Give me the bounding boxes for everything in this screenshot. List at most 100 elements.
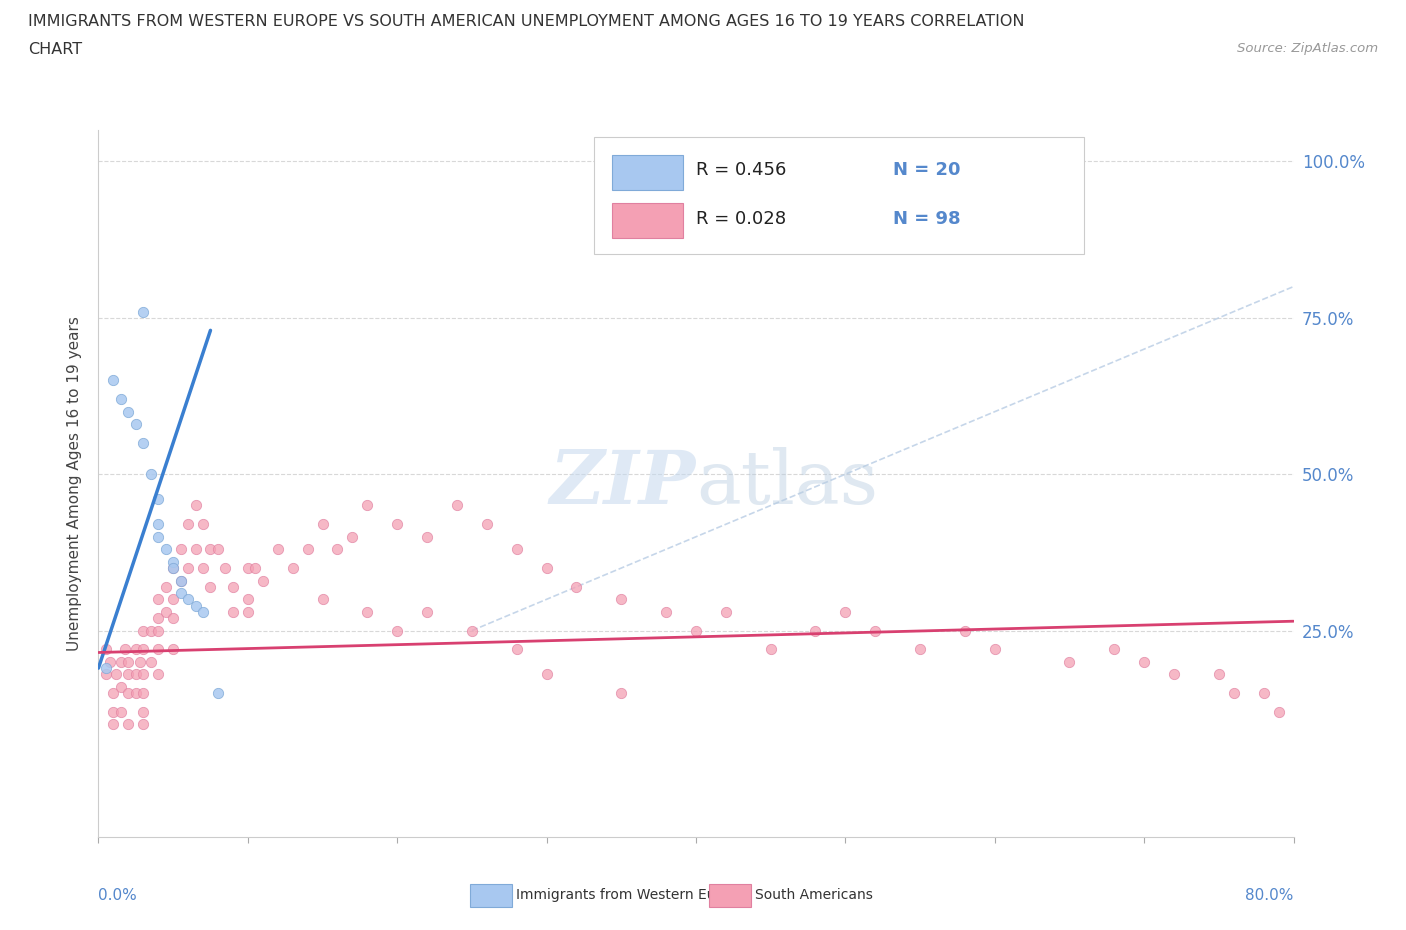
Point (385, 623, 409, 638)
Text: N = 20: N = 20 (893, 162, 960, 179)
Point (267, 542, 290, 557)
Point (132, 667, 155, 682)
Point (685, 623, 707, 638)
Point (281, 561, 304, 576)
Point (169, 586, 191, 601)
Point (162, 561, 184, 576)
Point (94, 667, 117, 682)
Point (100, 655, 122, 670)
Point (129, 655, 152, 670)
Point (506, 542, 529, 557)
Point (110, 392, 132, 406)
Point (1267, 704, 1289, 719)
Point (177, 561, 200, 576)
Point (148, 517, 170, 532)
Point (207, 685, 229, 700)
Point (117, 685, 139, 700)
Point (94, 642, 117, 657)
Text: atlas: atlas (696, 447, 879, 520)
Text: IMMIGRANTS FROM WESTERN EUROPE VS SOUTH AMERICAN UNEMPLOYMENT AMONG AGES 16 TO 1: IMMIGRANTS FROM WESTERN EUROPE VS SOUTH … (28, 14, 1025, 29)
Point (132, 435, 155, 450)
Point (103, 373, 125, 388)
Point (155, 604, 177, 619)
Point (148, 623, 170, 638)
Point (200, 542, 222, 557)
Point (177, 591, 200, 606)
Point (1253, 685, 1275, 700)
Point (222, 604, 245, 619)
Text: CHART: CHART (28, 42, 82, 57)
Point (132, 642, 155, 657)
Point (132, 623, 155, 638)
Point (148, 667, 170, 682)
Text: R = 0.028: R = 0.028 (696, 209, 786, 228)
Point (132, 685, 155, 700)
Point (759, 642, 782, 657)
Point (117, 405, 139, 419)
Point (191, 604, 214, 619)
Point (245, 561, 267, 576)
Point (103, 685, 125, 700)
Point (1208, 667, 1230, 682)
Point (125, 417, 148, 432)
Point (342, 529, 364, 544)
Point (191, 517, 214, 532)
Text: 80.0%: 80.0% (1246, 888, 1294, 903)
Point (139, 655, 162, 670)
Point (155, 579, 177, 594)
Point (984, 642, 1007, 657)
FancyBboxPatch shape (595, 138, 1084, 254)
Point (714, 604, 737, 619)
Point (117, 667, 139, 682)
Point (110, 680, 132, 695)
FancyBboxPatch shape (613, 155, 683, 190)
Point (110, 704, 132, 719)
Point (184, 498, 207, 513)
Point (207, 542, 229, 557)
Point (103, 717, 125, 732)
Point (162, 561, 184, 576)
Point (148, 591, 170, 606)
Point (132, 304, 155, 319)
Point (125, 667, 148, 682)
Point (1223, 685, 1246, 700)
Point (1163, 667, 1185, 682)
Point (132, 717, 155, 732)
Point (148, 529, 170, 544)
Text: R = 0.456: R = 0.456 (696, 162, 786, 179)
Point (565, 579, 588, 594)
Point (139, 623, 162, 638)
Point (804, 623, 827, 638)
Point (326, 542, 349, 557)
Point (114, 642, 136, 657)
Point (446, 498, 468, 513)
Point (356, 498, 378, 513)
Point (103, 704, 125, 719)
Point (148, 492, 170, 507)
Point (214, 561, 236, 576)
Point (125, 642, 148, 657)
Point (834, 604, 856, 619)
Point (236, 561, 259, 576)
Point (148, 611, 170, 626)
Point (297, 542, 319, 557)
Point (236, 604, 259, 619)
Point (311, 517, 333, 532)
Point (475, 517, 498, 532)
Text: Source: ZipAtlas.com: Source: ZipAtlas.com (1237, 42, 1378, 55)
Point (385, 517, 409, 532)
Point (222, 579, 245, 594)
Point (125, 685, 148, 700)
Point (169, 573, 191, 588)
Point (311, 591, 333, 606)
Point (416, 604, 439, 619)
Point (162, 591, 184, 606)
Point (169, 573, 191, 588)
Point (177, 517, 200, 532)
Point (162, 611, 184, 626)
Point (610, 685, 633, 700)
Point (148, 642, 170, 657)
Text: Immigrants from Western Europe: Immigrants from Western Europe (516, 887, 747, 902)
Point (117, 717, 139, 732)
Point (536, 667, 558, 682)
